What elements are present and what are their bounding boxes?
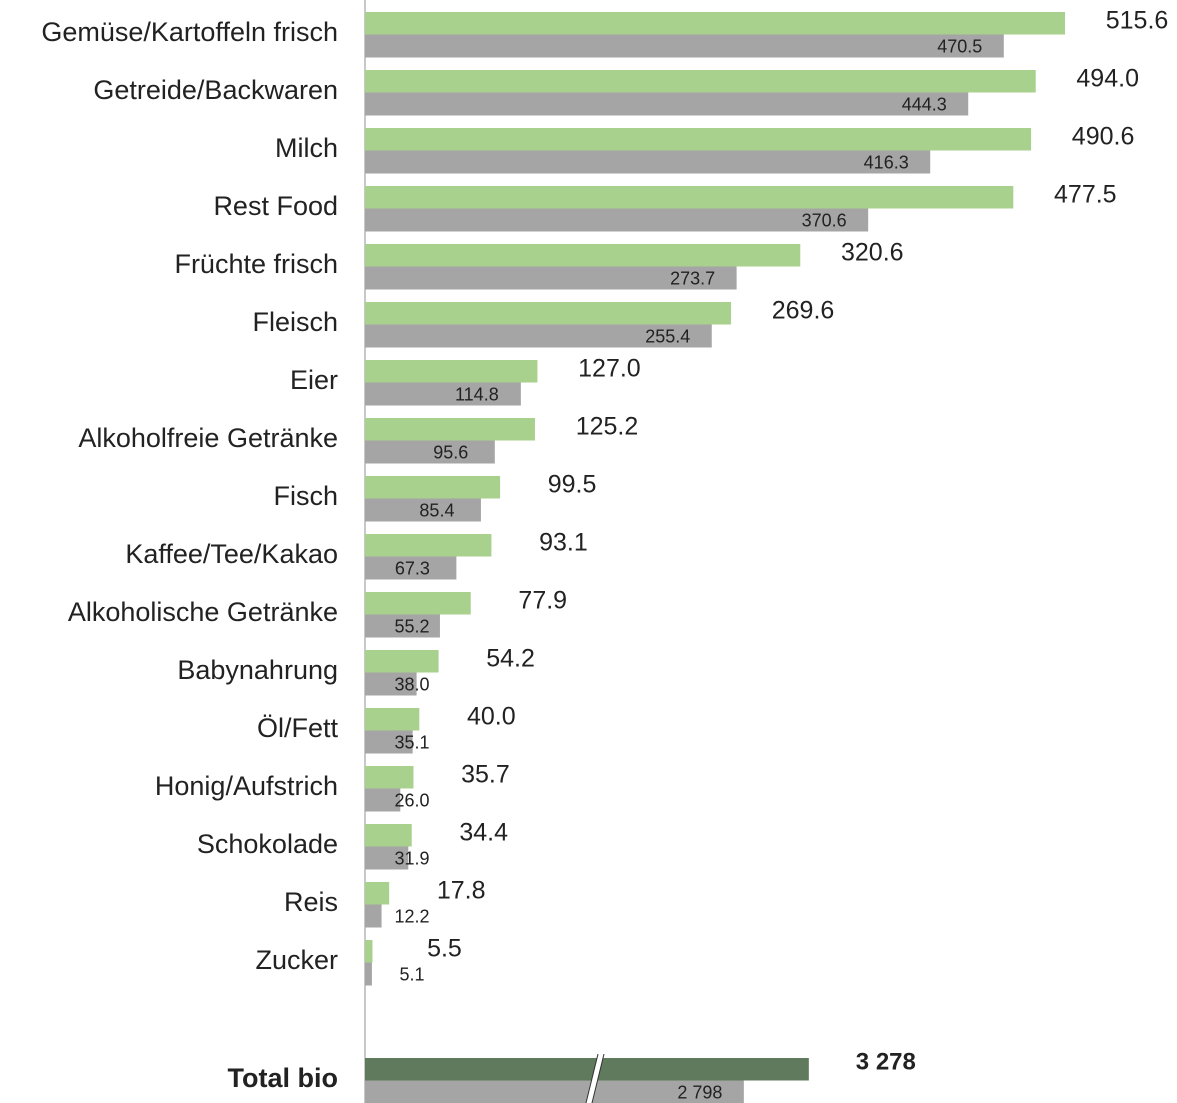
bar <box>365 534 492 557</box>
bar <box>365 650 439 673</box>
value-label: 255.4 <box>645 326 690 346</box>
category-label: Alkoholische Getränke <box>68 597 338 627</box>
bar <box>365 824 412 847</box>
value-label: 77.9 <box>518 587 567 615</box>
bar <box>365 186 1014 209</box>
value-label: 2 798 <box>677 1082 722 1102</box>
value-label: 3 278 <box>856 1048 916 1075</box>
category-label: Fisch <box>273 481 338 511</box>
category-label: Honig/Aufstrich <box>155 771 338 801</box>
axis-break-line <box>591 1053 605 1103</box>
category-label: Alkoholfreie Getränke <box>78 423 338 453</box>
bar <box>365 556 457 580</box>
value-label: 490.6 <box>1072 123 1135 151</box>
value-label: 127.0 <box>578 355 641 383</box>
bar <box>365 1080 744 1103</box>
axis-break-line <box>585 1053 599 1103</box>
value-label: 114.8 <box>455 384 499 404</box>
category-label: Gemüse/Kartoffeln frisch <box>41 17 338 47</box>
bar <box>365 846 409 870</box>
value-label: 5.5 <box>427 935 462 963</box>
value-label: 67.3 <box>395 558 430 578</box>
bar <box>365 904 382 928</box>
value-label: 370.6 <box>802 210 847 230</box>
bar <box>365 962 372 986</box>
value-label: 17.8 <box>437 877 486 905</box>
value-label: 55.2 <box>394 616 429 636</box>
bar <box>365 324 712 348</box>
value-label: 34.4 <box>459 819 508 847</box>
category-label: Total bio <box>228 1063 338 1093</box>
axis-break <box>586 1054 604 1103</box>
value-label: 494.0 <box>1076 65 1139 93</box>
bar <box>365 128 1032 151</box>
bar <box>365 244 801 267</box>
value-label: 35.7 <box>461 761 510 789</box>
category-label: Rest Food <box>213 191 338 221</box>
bar <box>365 150 931 174</box>
category-label: Schokolade <box>197 829 338 859</box>
value-label: 31.9 <box>394 848 429 868</box>
category-label: Eier <box>290 365 338 395</box>
value-label: 416.3 <box>864 152 909 172</box>
value-label: 5.1 <box>399 964 424 984</box>
value-label: 38.0 <box>394 674 429 694</box>
category-label: Babynahrung <box>177 655 338 685</box>
category-label: Getreide/Backwaren <box>93 75 338 105</box>
category-label: Fleisch <box>252 307 338 337</box>
bar <box>365 360 538 383</box>
value-label: 444.3 <box>902 94 947 114</box>
value-label: 35.1 <box>394 732 429 752</box>
bar <box>365 592 471 615</box>
value-label: 26.0 <box>394 790 429 810</box>
bar <box>365 788 401 812</box>
value-label: 40.0 <box>467 703 516 731</box>
bar <box>365 418 535 441</box>
value-label: 477.5 <box>1054 181 1117 209</box>
category-label: Milch <box>275 133 338 163</box>
value-label: 95.6 <box>433 442 468 462</box>
bar <box>365 1058 809 1081</box>
bar <box>365 766 414 789</box>
value-label: 85.4 <box>419 500 454 520</box>
value-label: 320.6 <box>841 239 904 267</box>
category-label: Öl/Fett <box>257 713 339 743</box>
category-label: Früchte frisch <box>174 249 338 279</box>
bar <box>365 70 1036 93</box>
bar <box>365 34 1004 58</box>
bar <box>365 940 373 963</box>
value-label: 269.6 <box>772 297 835 325</box>
value-label: 470.5 <box>937 36 982 56</box>
category-label: Kaffee/Tee/Kakao <box>125 539 338 569</box>
category-label: Zucker <box>255 945 338 975</box>
bar <box>365 382 521 406</box>
value-label: 12.2 <box>394 906 429 926</box>
value-label: 54.2 <box>486 645 535 673</box>
bar <box>365 266 737 290</box>
value-label: 125.2 <box>576 413 639 441</box>
bar <box>365 730 413 754</box>
bar <box>365 302 732 325</box>
value-label: 273.7 <box>670 268 715 288</box>
bar <box>365 614 440 638</box>
category-label: Reis <box>284 887 338 917</box>
bar <box>365 672 417 696</box>
bar <box>365 208 869 232</box>
bar <box>365 440 495 464</box>
bar <box>365 498 481 522</box>
bar <box>365 708 420 731</box>
value-label: 515.6 <box>1106 7 1169 35</box>
value-label: 99.5 <box>548 471 597 499</box>
bar <box>365 476 501 499</box>
value-label: 93.1 <box>539 529 588 557</box>
bar <box>365 12 1066 35</box>
bar <box>365 882 390 905</box>
bar <box>365 92 969 116</box>
